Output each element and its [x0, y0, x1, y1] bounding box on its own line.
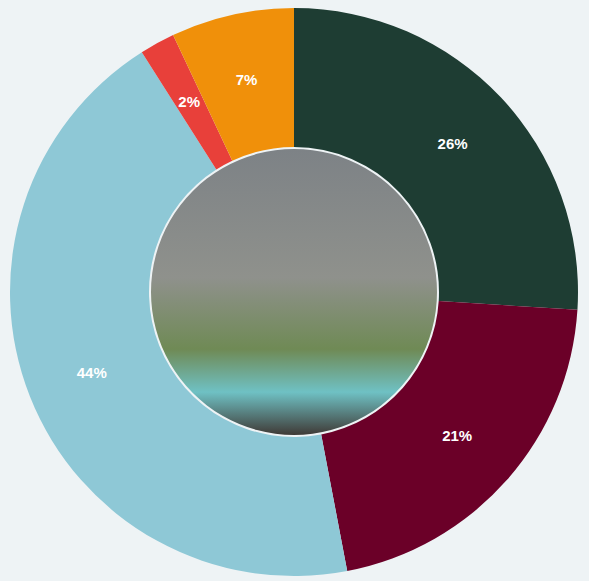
svg-text:7%: 7% — [236, 71, 258, 88]
svg-text:21%: 21% — [442, 427, 472, 444]
svg-text:44%: 44% — [77, 364, 107, 381]
svg-text:2%: 2% — [178, 93, 200, 110]
svg-text:26%: 26% — [438, 135, 468, 152]
